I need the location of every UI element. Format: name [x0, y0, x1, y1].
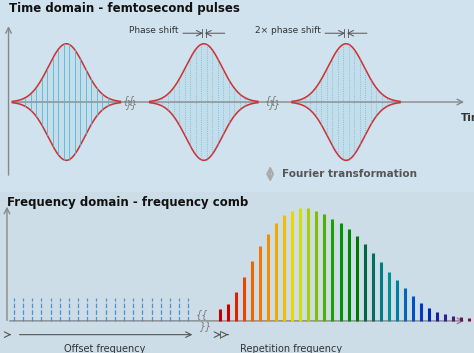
Text: Frequency domain - frequency comb: Frequency domain - frequency comb — [7, 196, 248, 209]
Text: {{: {{ — [265, 99, 277, 109]
Text: Offset frequency: Offset frequency — [64, 344, 145, 353]
Text: Fourier transformation: Fourier transformation — [282, 169, 417, 179]
Text: 2× phase shift: 2× phase shift — [255, 26, 320, 35]
Text: Repetition frequency: Repetition frequency — [240, 344, 342, 353]
Text: Phase shift: Phase shift — [129, 26, 178, 35]
Bar — [0, 192, 474, 353]
Text: Time: Time — [461, 113, 474, 122]
Text: {{: {{ — [196, 321, 209, 330]
Text: {{: {{ — [196, 309, 209, 319]
Text: {{: {{ — [123, 99, 135, 109]
Text: {{: {{ — [123, 95, 135, 105]
Bar — [0, 0, 474, 192]
Text: Time domain - femtosecond pulses: Time domain - femtosecond pulses — [9, 2, 239, 15]
Text: {{: {{ — [265, 95, 277, 105]
